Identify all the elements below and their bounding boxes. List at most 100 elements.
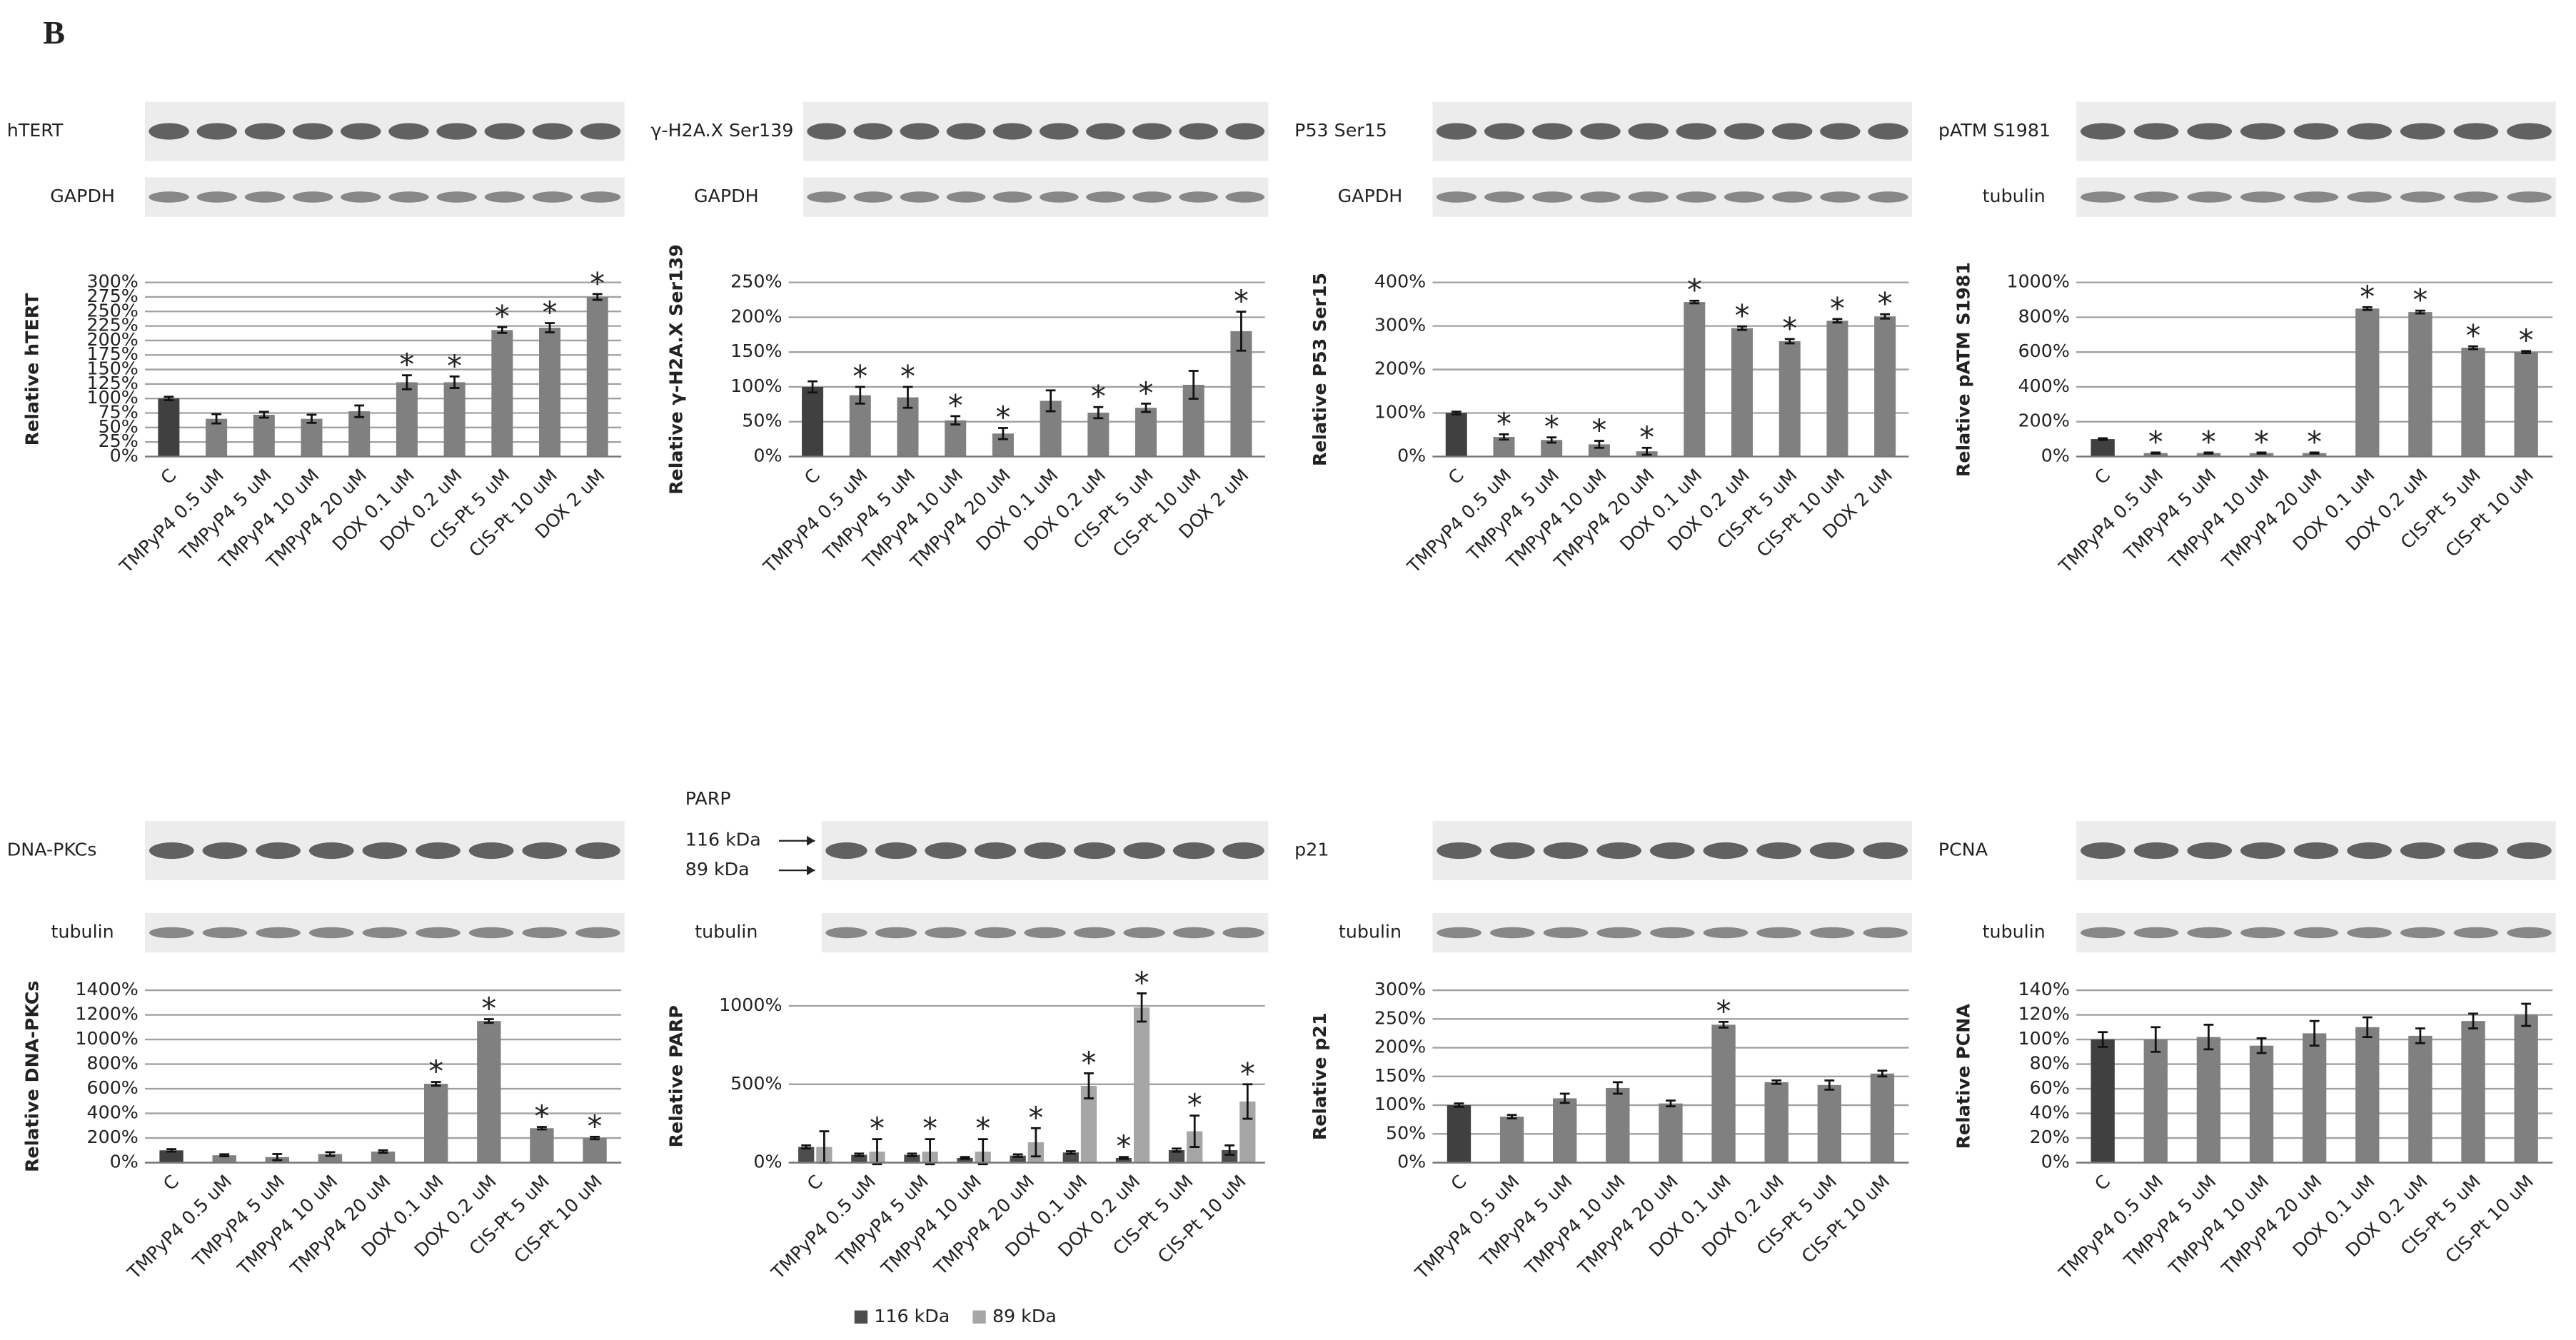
blot-band [2081,927,2125,939]
blot-band [292,123,333,140]
y-tick-label: 300% [87,271,139,292]
loading-label: GAPDH [1338,186,1403,206]
significance-star: * [1878,287,1893,321]
arrow-head [807,835,815,846]
y-tick-label: 50% [99,416,139,437]
error-bar [2468,345,2478,351]
y-tick-label: 400% [1374,271,1426,292]
y-tick-label: 200% [1374,358,1426,379]
error-bar [2098,437,2108,441]
bar [477,1021,501,1163]
blot-band [362,842,408,860]
blot-band [900,191,940,203]
blot-label: PCNA [1938,840,1988,860]
x-tick-label: TMPyP4 5 uM [2120,465,2220,565]
blot-band [1039,191,1079,203]
bar [1445,413,1467,457]
blot-band [2133,842,2179,860]
blot-band [1222,842,1264,860]
blot-band [1676,191,1717,203]
error-bar [211,413,221,425]
blot-band [1132,123,1172,140]
bar [2302,1033,2327,1163]
error-bar [2362,306,2373,311]
blot-band [256,842,301,860]
error-bar [592,293,603,301]
significance-star: * [1687,273,1702,308]
significance-star: * [870,1112,885,1146]
y-tick-label: 600% [87,1077,139,1098]
y-tick-label: 400% [87,1102,139,1123]
x-tick-label: TMPyP4 5 uM [832,1171,932,1271]
blot-band [1863,842,1908,860]
y-axis-label: Relative P53 Ser15 [1309,273,1330,466]
error-bar [1499,433,1509,441]
blot-label: hTERT [7,120,64,141]
significance-star: * [852,359,867,393]
blot-band [1580,191,1621,203]
bar [1135,408,1157,457]
blot-band [2240,842,2285,860]
significance-star: * [2466,319,2481,353]
error-bar [902,386,913,409]
bar [849,395,871,457]
bar [1826,321,1848,457]
bar [1222,1150,1238,1163]
blot-band [2453,123,2499,140]
blot-band [2400,927,2445,939]
significance-star: * [1134,966,1149,1000]
blot-band [1543,842,1589,860]
blot-band [2081,191,2125,203]
bar [945,420,967,457]
significance-star: * [2360,280,2375,314]
bar [2091,1039,2115,1163]
blot-band [532,191,573,203]
bar [586,296,608,457]
x-tick-label: C [156,465,180,488]
blot-band [2400,123,2445,140]
blot-band [2187,842,2233,860]
x-tick-label: C [2091,465,2114,488]
error-bar [1045,389,1056,413]
blot-band [149,123,189,140]
error-bar [1084,1072,1094,1099]
significance-star: * [948,388,963,423]
error-bar [2415,1027,2425,1044]
bar [2408,312,2432,457]
blot-band [149,191,189,203]
significance-star: * [495,300,510,334]
x-tick-label: C [159,1171,183,1194]
bar [2143,453,2168,457]
blot-band [196,123,237,140]
error-bar [1784,338,1795,345]
blot-band [532,123,573,140]
blot-band [244,123,286,140]
error-bar [354,404,365,418]
error-bar [1224,1144,1235,1156]
x-tick-label: C [1447,1171,1471,1194]
bar [1447,1105,1471,1163]
significance-star: * [447,349,462,383]
y-axis-label: Relative PCNA [1953,1004,1974,1149]
y-tick-label: 140% [2018,979,2070,999]
significance-star: * [481,992,496,1026]
bar [158,398,180,457]
significance-star: * [1830,291,1845,326]
significance-star: * [400,348,415,382]
bar [1817,1084,1841,1163]
error-bar [2521,1002,2532,1027]
error-bar [950,415,961,425]
blot-band [2081,842,2125,860]
legend-swatch [854,1310,868,1324]
blot-band [853,191,893,203]
arrow-head [807,865,815,876]
error-bar [2256,1037,2267,1054]
error-bar [1666,1099,1676,1108]
error-bar [1546,436,1557,444]
error-bar [219,1153,230,1157]
blot-band [1086,191,1125,203]
blot-band [1809,927,1855,939]
blot-band [256,927,301,939]
blot-band [575,842,620,860]
y-tick-label: 0% [110,445,139,465]
